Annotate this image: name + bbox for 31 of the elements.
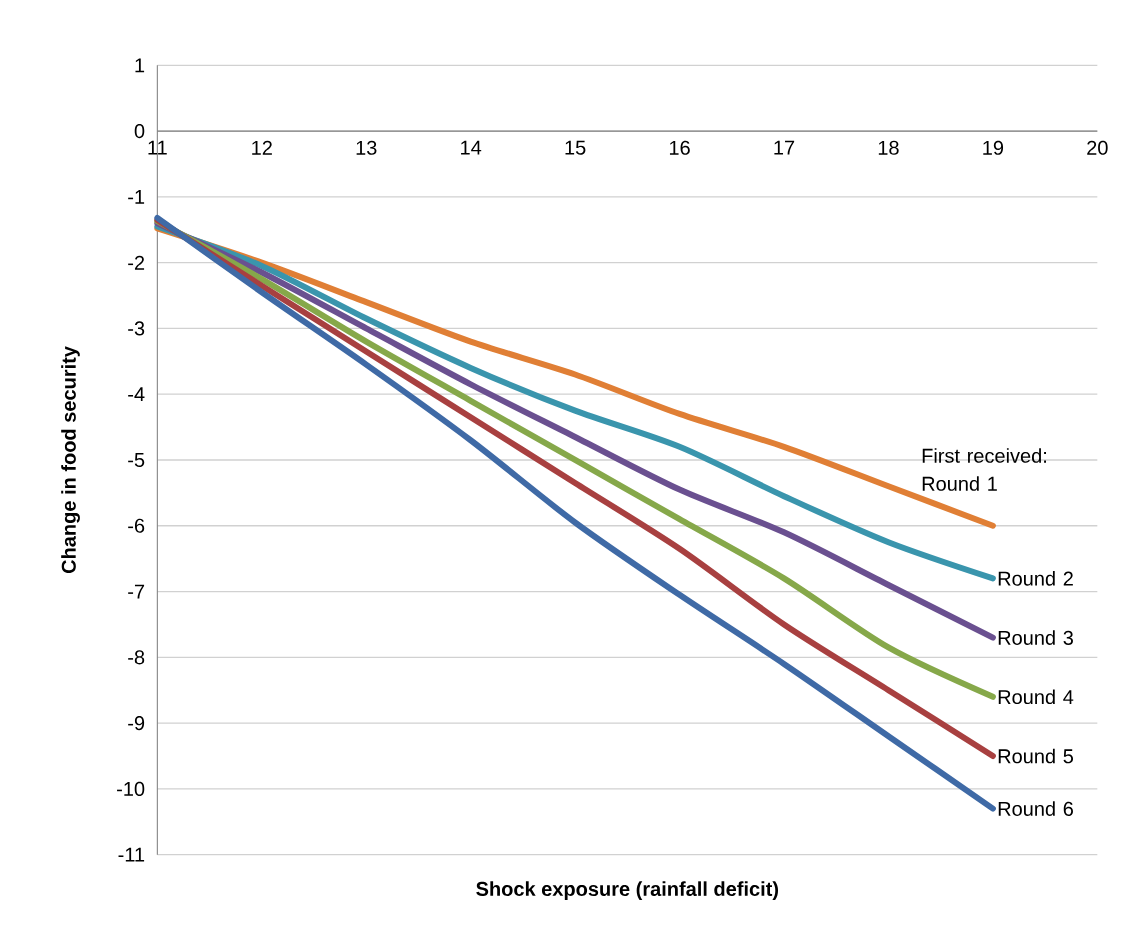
x-tick-label: 12: [252, 140, 272, 155]
series-label: First received: Round 1: [922, 448, 1046, 491]
x-axis-title: Shock exposure (rainfall deficit): [476, 881, 779, 900]
y-tick-label: -3: [128, 321, 145, 336]
y-tick-label: -10: [117, 781, 145, 796]
y-tick-label: -1: [128, 190, 145, 204]
y-tick-label: 0: [134, 124, 145, 139]
series-label: Round 6: [998, 801, 1073, 816]
y-tick-label: -2: [128, 255, 145, 270]
x-tick-label: 11: [148, 140, 167, 155]
x-tick-label: 19: [983, 140, 1004, 155]
x-tick-label: 16: [669, 140, 690, 155]
y-tick-label: -5: [128, 453, 145, 467]
y-tick-label: -11: [118, 847, 145, 862]
series-label: Round 2: [998, 571, 1073, 586]
y-tick-label: 1: [135, 58, 145, 73]
y-tick-label: -8: [128, 650, 145, 665]
y-tick-label: -7: [128, 584, 145, 599]
series-label: Round 3: [998, 630, 1073, 645]
y-axis-title: Change in food security: [61, 346, 80, 574]
x-tick-label: 14: [461, 140, 482, 155]
y-tick-label: -9: [128, 716, 145, 731]
x-tick-label: 13: [356, 140, 377, 155]
series-label: Round 5: [998, 748, 1074, 764]
x-tick-label: 18: [878, 140, 899, 155]
x-tick-label: 20: [1087, 140, 1108, 155]
y-tick-label: -4: [128, 387, 145, 402]
series-label: Round 4: [998, 689, 1074, 705]
x-tick-label: 15: [565, 140, 586, 155]
x-tick-label: 17: [774, 140, 795, 155]
y-tick-label: -6: [128, 518, 145, 533]
